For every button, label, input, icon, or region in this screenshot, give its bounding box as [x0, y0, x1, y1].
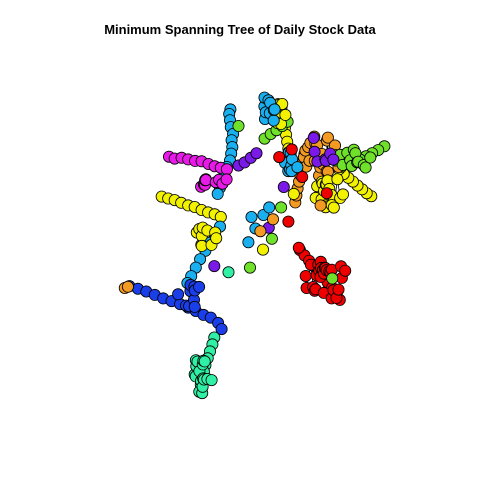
stock-node [285, 143, 298, 156]
stock-node [279, 108, 292, 121]
stock-node [210, 232, 223, 245]
stock-node [307, 131, 320, 144]
stock-node [292, 241, 305, 254]
stock-node [314, 199, 327, 212]
stock-node [256, 243, 269, 256]
stock-node [299, 269, 312, 282]
stock-node [275, 201, 288, 214]
stock-node [277, 180, 290, 193]
stock-node [268, 103, 281, 116]
stock-node [296, 170, 309, 183]
stock-node [326, 272, 339, 285]
stock-node [121, 280, 134, 293]
stock-node [327, 153, 340, 166]
edge-layer [124, 97, 385, 394]
stock-node [254, 225, 267, 238]
stock-node [336, 188, 349, 201]
stock-node [287, 187, 300, 200]
stock-node [242, 236, 255, 249]
stock-node [245, 210, 258, 223]
stock-node [339, 264, 352, 277]
stock-node [327, 201, 340, 214]
stock-node [265, 232, 278, 245]
stock-node [199, 174, 212, 187]
stock-node [232, 120, 245, 133]
stock-node [222, 266, 235, 279]
stock-node [220, 173, 233, 186]
stock-node [172, 288, 185, 301]
stock-node [220, 163, 233, 176]
stock-node [282, 215, 295, 228]
stock-node [208, 260, 221, 273]
stock-node [359, 161, 372, 174]
stock-node [263, 201, 276, 214]
stock-node [364, 151, 377, 164]
stock-node [250, 147, 263, 160]
stock-node [198, 355, 211, 368]
stock-node [243, 261, 256, 274]
stock-node [215, 323, 228, 336]
stock-node [291, 161, 304, 174]
stock-node [332, 283, 345, 296]
stock-node [266, 213, 279, 226]
stock-node [267, 114, 280, 127]
stock-node [320, 187, 333, 200]
chart-title: Minimum Spanning Tree of Daily Stock Dat… [104, 22, 376, 37]
stock-node [193, 280, 206, 293]
stock-node [331, 173, 344, 186]
stock-node [321, 131, 334, 144]
stock-node [205, 374, 218, 387]
stock-node [273, 151, 286, 164]
node-layer [118, 91, 391, 400]
stock-node [188, 300, 201, 313]
stock-node [211, 187, 224, 200]
